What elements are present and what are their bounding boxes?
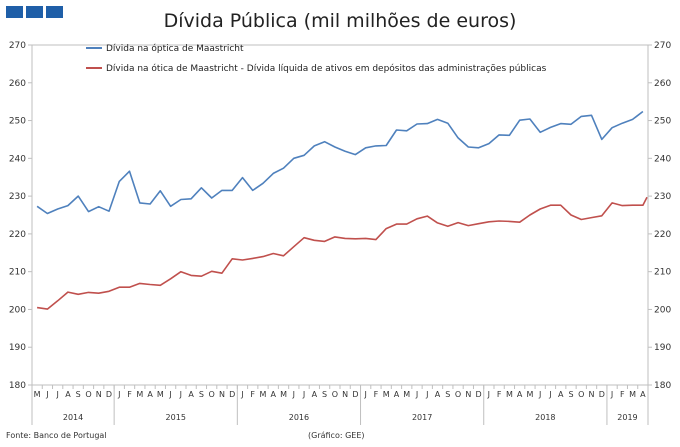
y-tick-label-right: 250	[654, 117, 671, 127]
logo-block	[26, 6, 43, 18]
x-month-label: J	[55, 390, 58, 399]
x-month-label: O	[209, 390, 215, 399]
x-month-label: A	[312, 390, 318, 399]
x-year-label: 2019	[617, 413, 637, 422]
logo-block	[46, 6, 63, 18]
x-month-label: A	[271, 390, 277, 399]
x-month-label: N	[96, 390, 102, 399]
x-year-label: 2018	[535, 413, 555, 422]
x-month-label: A	[394, 390, 400, 399]
x-month-label: N	[589, 390, 595, 399]
x-month-label: A	[147, 390, 153, 399]
x-month-label: A	[188, 390, 194, 399]
x-month-label: D	[106, 390, 112, 399]
legend-label-1: Dívida na óptica de Maastricht	[106, 43, 244, 54]
x-month-label: J	[292, 390, 295, 399]
y-tick-label-left: 210	[9, 268, 26, 278]
y-tick-label-left: 230	[9, 192, 26, 202]
x-month-label: J	[168, 390, 171, 399]
y-tick-label-left: 200	[9, 305, 26, 315]
x-month-label: A	[65, 390, 71, 399]
y-tick-label-left: 180	[9, 381, 26, 391]
x-month-label: F	[497, 390, 502, 399]
y-tick-label-left: 240	[9, 154, 26, 164]
y-tick-label-right: 240	[654, 154, 671, 164]
x-month-label: O	[455, 390, 461, 399]
x-month-label: O	[85, 390, 91, 399]
x-month-label: M	[157, 390, 164, 399]
x-month-label: A	[640, 390, 646, 399]
x-month-label: M	[136, 390, 143, 399]
y-tick-label-right: 190	[654, 343, 671, 353]
x-month-label: M	[506, 390, 513, 399]
x-month-label: D	[599, 390, 605, 399]
x-month-label: N	[219, 390, 225, 399]
credit-note: (Gráfico: GEE)	[308, 431, 365, 440]
logo	[6, 6, 63, 18]
x-month-label: J	[302, 390, 305, 399]
x-month-label: S	[568, 390, 573, 399]
chart-title: Dívida Pública (mil milhões de euros)	[163, 10, 517, 32]
x-month-label: J	[610, 390, 613, 399]
x-month-label: J	[363, 390, 366, 399]
x-month-label: F	[620, 390, 625, 399]
y-tick-label-right: 270	[654, 41, 671, 51]
x-year-label: 2014	[63, 413, 83, 422]
x-month-label: M	[403, 390, 410, 399]
x-month-label: S	[199, 390, 204, 399]
x-month-label: F	[127, 390, 132, 399]
x-month-label: J	[415, 390, 418, 399]
x-month-label: O	[332, 390, 338, 399]
x-month-label: S	[76, 390, 81, 399]
x-month-label: F	[374, 390, 379, 399]
y-tick-label-left: 190	[9, 343, 26, 353]
x-month-label: M	[629, 390, 636, 399]
x-year-label: 2017	[412, 413, 432, 422]
x-month-label: M	[526, 390, 533, 399]
x-month-label: D	[476, 390, 482, 399]
x-year-label: 2015	[166, 413, 186, 422]
x-month-label: D	[352, 390, 358, 399]
series-line-1	[36, 110, 644, 215]
x-month-label: S	[445, 390, 450, 399]
y-tick-label-left: 220	[9, 230, 26, 240]
x-month-label: J	[45, 390, 48, 399]
x-month-label: N	[342, 390, 348, 399]
x-month-label: J	[548, 390, 551, 399]
plot-border	[31, 44, 649, 386]
y-tick-label-left: 260	[9, 79, 26, 89]
x-year-label: 2016	[289, 413, 309, 422]
y-tick-label-left: 270	[9, 41, 26, 51]
y-tick-label-right: 260	[654, 79, 671, 89]
y-tick-label-right: 230	[654, 192, 671, 202]
x-month-label: J	[179, 390, 182, 399]
x-month-label: A	[558, 390, 564, 399]
x-month-label: D	[229, 390, 235, 399]
series-line-2	[36, 196, 648, 310]
y-tick-label-right: 220	[654, 230, 671, 240]
x-month-label: F	[250, 390, 255, 399]
x-month-label: M	[383, 390, 390, 399]
x-month-label: A	[435, 390, 441, 399]
x-month-label: J	[487, 390, 490, 399]
x-month-label: O	[578, 390, 584, 399]
y-tick-label-right: 210	[654, 268, 671, 278]
x-month-label: M	[280, 390, 287, 399]
x-month-label: J	[538, 390, 541, 399]
x-month-label: N	[465, 390, 471, 399]
y-tick-label-left: 250	[9, 117, 26, 127]
source-note: Fonte: Banco de Portugal	[6, 431, 107, 440]
y-tick-label-right: 200	[654, 305, 671, 315]
x-month-label: M	[260, 390, 267, 399]
x-month-label: A	[517, 390, 523, 399]
legend-label-2: Dívida na ótica de Maastricht - Dívida l…	[106, 63, 547, 74]
logo-block	[6, 6, 23, 18]
x-month-label: J	[425, 390, 428, 399]
x-month-label: J	[240, 390, 243, 399]
x-month-label: J	[117, 390, 120, 399]
x-month-label: S	[322, 390, 327, 399]
x-month-label: M	[34, 390, 41, 399]
y-tick-label-right: 180	[654, 381, 671, 391]
